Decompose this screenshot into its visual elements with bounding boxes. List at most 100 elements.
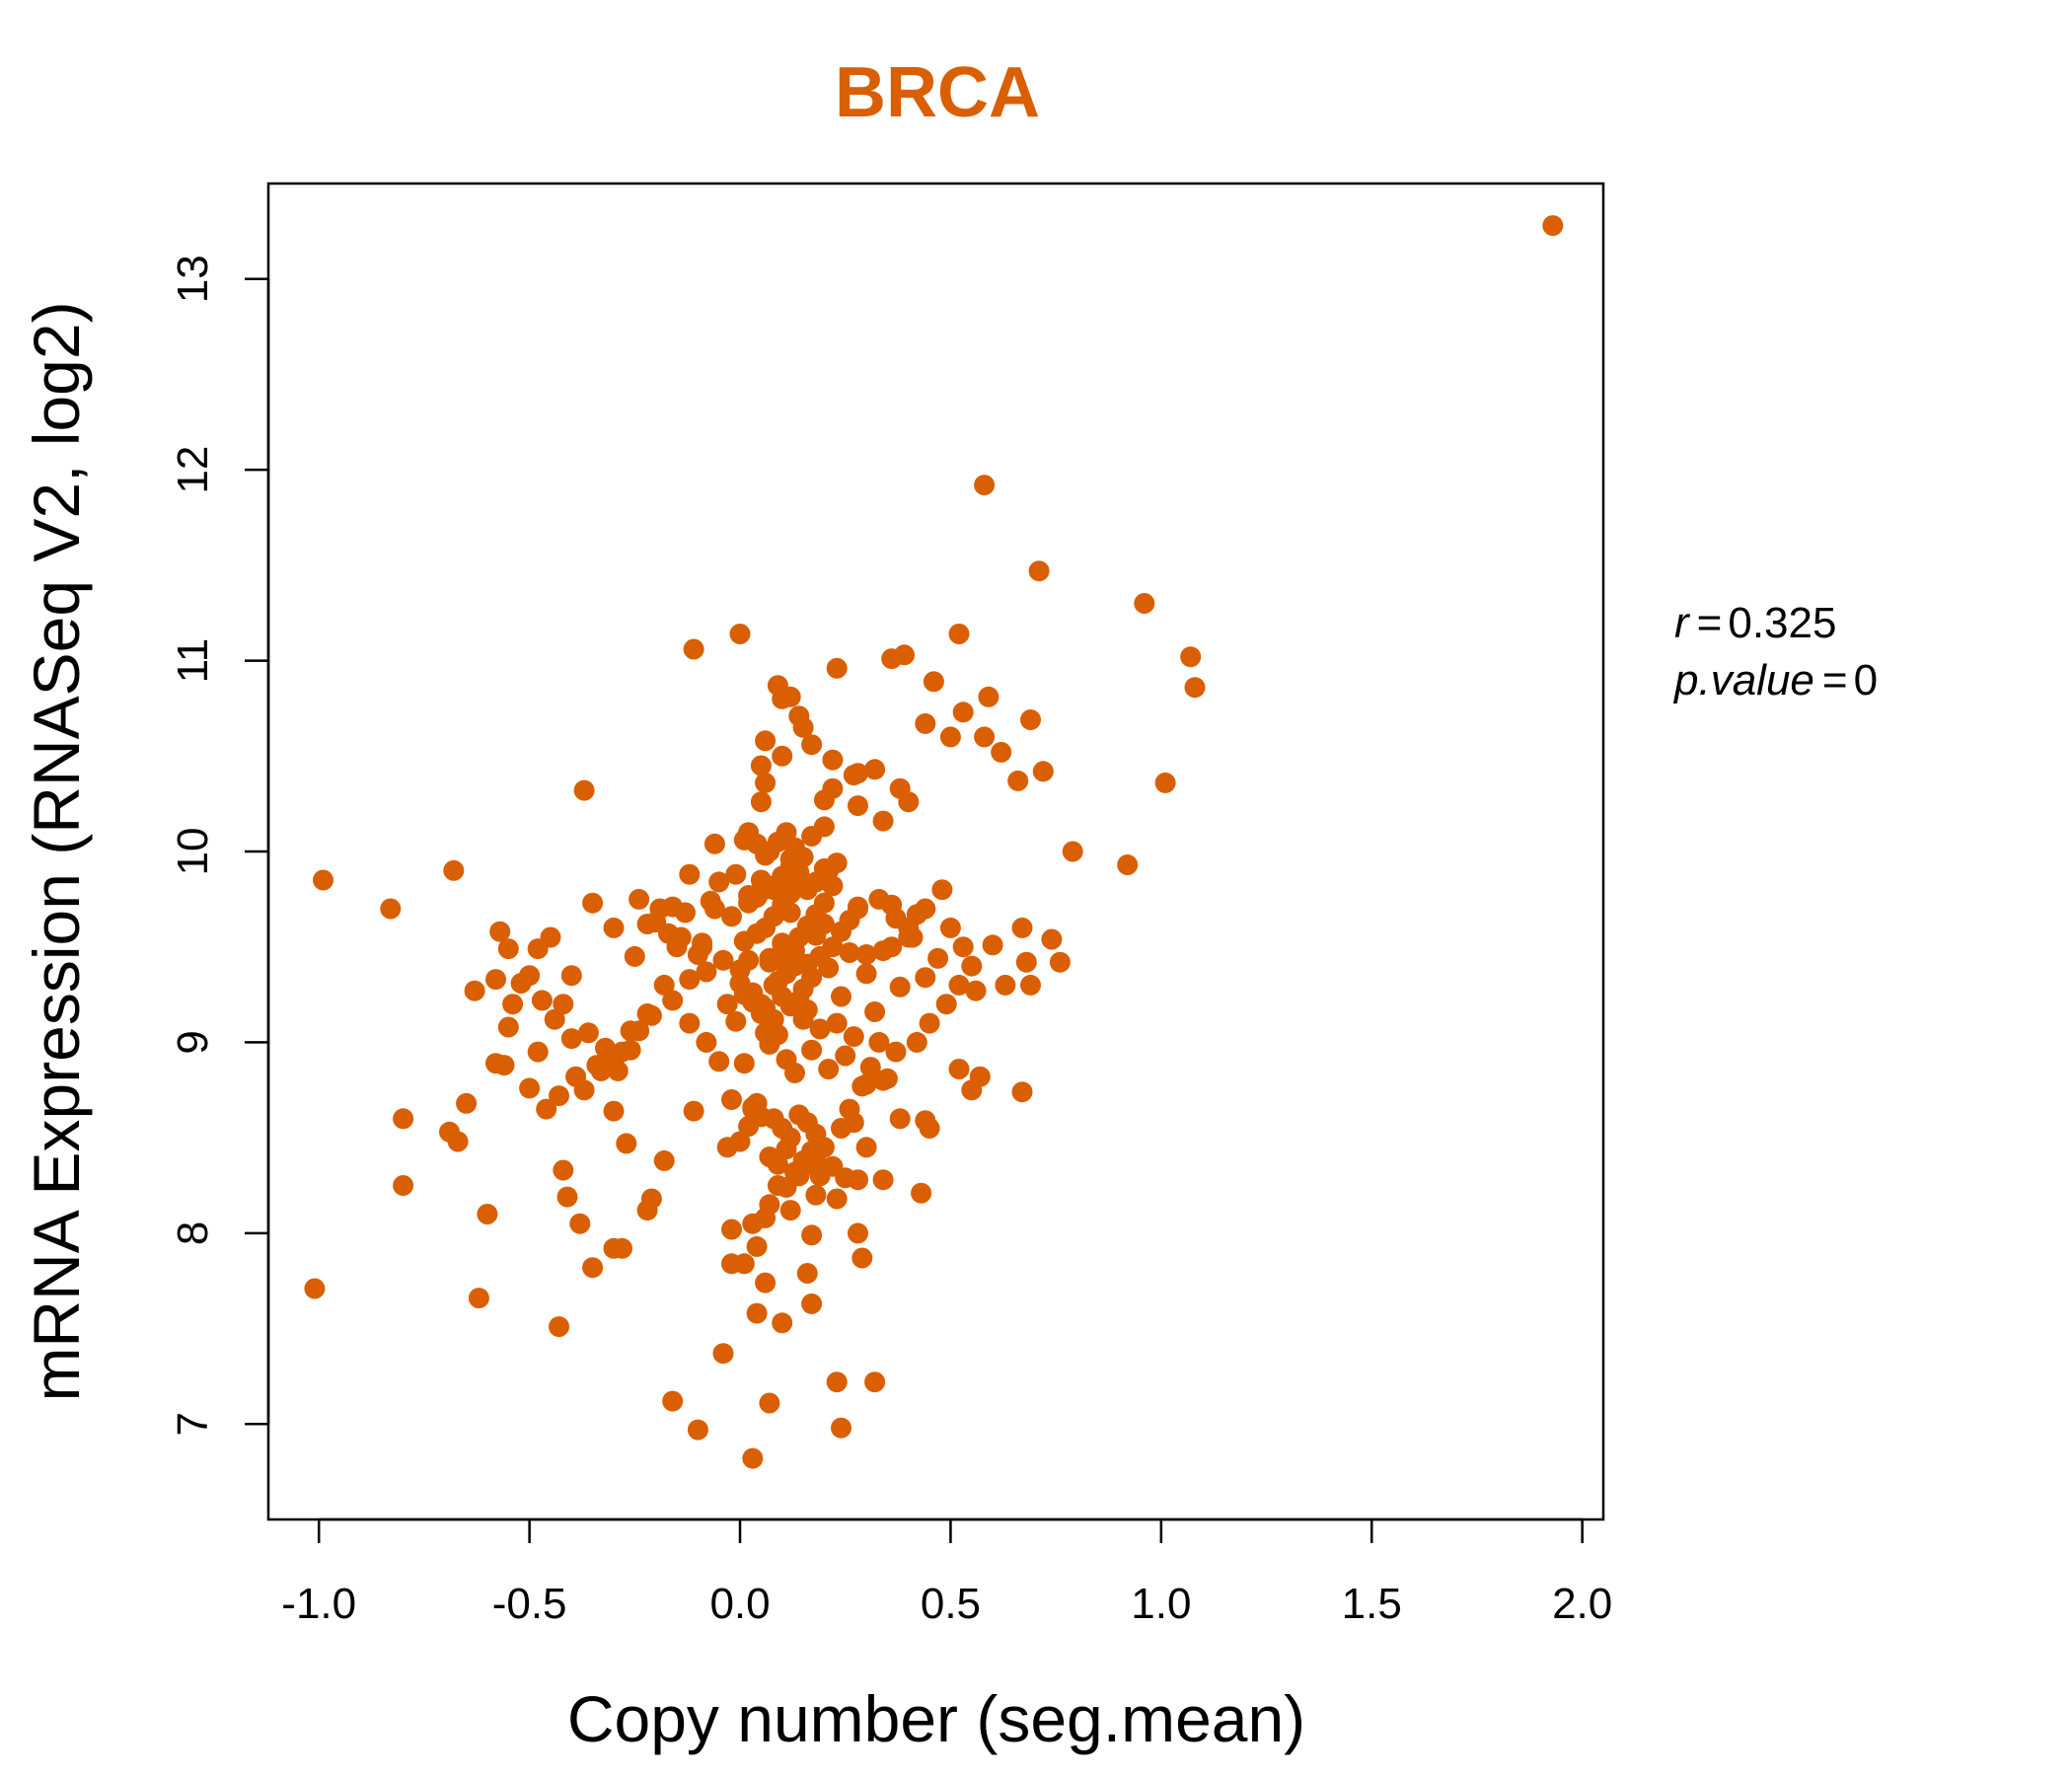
data-point: [923, 671, 944, 693]
data-point: [393, 1108, 414, 1130]
data-point: [653, 974, 675, 996]
x-tick-label: 1.5: [1342, 1580, 1402, 1628]
data-point: [742, 1447, 764, 1469]
data-point: [658, 923, 679, 944]
data-point: [755, 772, 777, 793]
data-point: [767, 1175, 788, 1196]
data-point: [784, 940, 805, 962]
data-point: [607, 1060, 629, 1081]
data-point: [746, 923, 768, 944]
data-point: [738, 1116, 760, 1137]
data-point: [569, 1213, 591, 1234]
data-point: [1011, 917, 1033, 938]
data-point: [831, 986, 851, 1007]
data-point: [813, 789, 835, 811]
data-point: [911, 1182, 932, 1204]
data-point: [974, 475, 996, 496]
data-point: [556, 1186, 578, 1208]
data-point: [721, 906, 742, 927]
p-value: 0: [1854, 656, 1878, 704]
data-point: [948, 974, 970, 996]
x-tick-label: -0.5: [492, 1580, 567, 1628]
data-point: [906, 1031, 927, 1053]
data-point: [826, 657, 848, 679]
data-point: [640, 1188, 662, 1210]
data-point: [801, 734, 823, 756]
data-point: [703, 833, 725, 854]
data-point: [843, 765, 864, 786]
data-point: [991, 741, 1012, 763]
data-point: [464, 980, 485, 1001]
data-point: [750, 755, 772, 777]
data-point: [612, 1041, 632, 1063]
data-point: [755, 845, 777, 866]
data-point: [725, 863, 747, 885]
data-point: [826, 1371, 848, 1393]
data-point: [577, 1022, 599, 1044]
data-point: [848, 1169, 868, 1191]
data-point: [772, 1312, 793, 1334]
data-point: [931, 879, 953, 901]
data-point: [767, 675, 788, 697]
data-point: [1184, 677, 1206, 699]
data-point: [477, 1204, 498, 1224]
data-point: [662, 1390, 684, 1412]
data-point: [527, 938, 549, 960]
y-tick-label: 9: [169, 1030, 217, 1054]
data-point: [885, 908, 907, 929]
y-tick-label: 12: [169, 446, 217, 494]
p-label: p.value: [1672, 656, 1814, 704]
data-point: [889, 976, 911, 998]
data-point: [456, 1092, 478, 1114]
data-point: [1011, 1081, 1033, 1103]
data-point: [855, 1073, 877, 1095]
data-point: [746, 1092, 768, 1114]
data-point: [843, 1026, 864, 1048]
data-point: [872, 810, 894, 832]
data-point: [536, 1098, 557, 1120]
x-tick-label: 1.0: [1131, 1580, 1191, 1628]
data-point: [826, 852, 848, 874]
data-point: [712, 949, 734, 971]
data-point: [948, 624, 970, 644]
data-point: [582, 892, 604, 914]
data-point: [779, 1200, 801, 1221]
data-point: [915, 712, 936, 734]
data-point: [544, 1008, 565, 1030]
data-point: [939, 726, 961, 748]
data-point: [848, 898, 868, 920]
data-point: [826, 1012, 848, 1034]
x-tick-label: -1.0: [281, 1580, 356, 1628]
data-point: [553, 994, 574, 1015]
data-point: [636, 1002, 658, 1024]
data-point: [636, 914, 658, 934]
data-point: [927, 947, 949, 969]
data-point: [855, 944, 877, 965]
data-point: [485, 969, 506, 991]
data-point: [304, 1278, 326, 1299]
data-point: [779, 883, 801, 905]
data-point: [313, 869, 333, 891]
y-axis-label: mRNA Expression (RNASeq V2, log2): [20, 301, 93, 1401]
y-tick-label: 13: [169, 255, 217, 303]
data-point: [755, 730, 777, 752]
data-point: [721, 1089, 742, 1110]
data-point: [776, 1139, 797, 1160]
y-tick-label: 10: [169, 828, 217, 876]
r-equals: =: [1697, 599, 1723, 647]
data-point: [653, 1149, 675, 1171]
data-point: [982, 934, 1003, 956]
data-point: [489, 921, 511, 942]
data-point: [603, 917, 625, 938]
data-point: [813, 892, 835, 914]
data-point: [801, 967, 823, 989]
data-point: [679, 1012, 701, 1034]
data-point: [792, 716, 814, 738]
data-point: [675, 902, 696, 924]
data-point: [961, 955, 983, 977]
data-point: [733, 1053, 755, 1074]
data-point: [965, 980, 987, 1001]
data-point: [573, 1079, 595, 1101]
r-value: 0.325: [1728, 599, 1836, 647]
